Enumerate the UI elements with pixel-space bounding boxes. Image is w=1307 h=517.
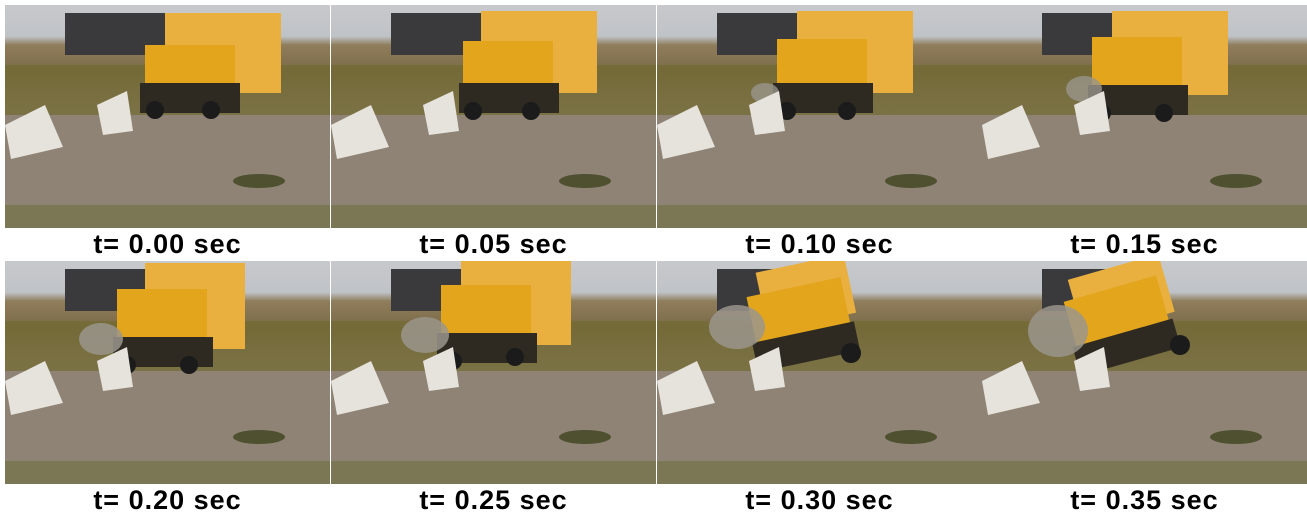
frame-cell: t= 0.05 sec bbox=[331, 5, 656, 261]
frame-cell: t= 0.10 sec bbox=[657, 5, 982, 261]
frame-cell: t= 0.30 sec bbox=[657, 261, 982, 517]
frame-image bbox=[982, 5, 1307, 228]
timestamp-caption: t= 0.00 sec bbox=[93, 229, 242, 259]
crash-scene-photo bbox=[5, 263, 330, 484]
crash-scene-photo bbox=[982, 11, 1307, 228]
frame-cell: t= 0.35 sec bbox=[982, 261, 1307, 517]
timestamp-caption: t= 0.35 sec bbox=[1070, 485, 1219, 515]
frame-image bbox=[982, 261, 1307, 484]
frame-image bbox=[5, 261, 330, 484]
frame-cell: t= 0.25 sec bbox=[331, 261, 656, 517]
timestamp-caption: t= 0.10 sec bbox=[745, 229, 894, 259]
crash-scene-photo bbox=[982, 261, 1307, 484]
crash-scene-photo bbox=[331, 11, 656, 228]
timestamp-caption: t= 0.30 sec bbox=[745, 485, 894, 515]
frame-image bbox=[5, 5, 330, 228]
frame-image bbox=[331, 261, 656, 484]
frame-cell: t= 0.15 sec bbox=[982, 5, 1307, 261]
frame-image bbox=[657, 5, 982, 228]
frame-cell: t= 0.20 sec bbox=[5, 261, 330, 517]
crash-scene-photo bbox=[657, 261, 982, 484]
frame-cell: t= 0.00 sec bbox=[5, 5, 330, 261]
crash-scene-photo bbox=[5, 13, 330, 228]
timestamp-caption: t= 0.15 sec bbox=[1070, 229, 1219, 259]
frame-image bbox=[331, 5, 656, 228]
timestamp-caption: t= 0.20 sec bbox=[93, 485, 242, 515]
crash-scene-photo bbox=[657, 11, 982, 228]
timestamp-caption: t= 0.25 sec bbox=[419, 485, 568, 515]
crash-scene-photo bbox=[331, 261, 656, 484]
frame-image bbox=[657, 261, 982, 484]
timestamp-caption: t= 0.05 sec bbox=[419, 229, 568, 259]
